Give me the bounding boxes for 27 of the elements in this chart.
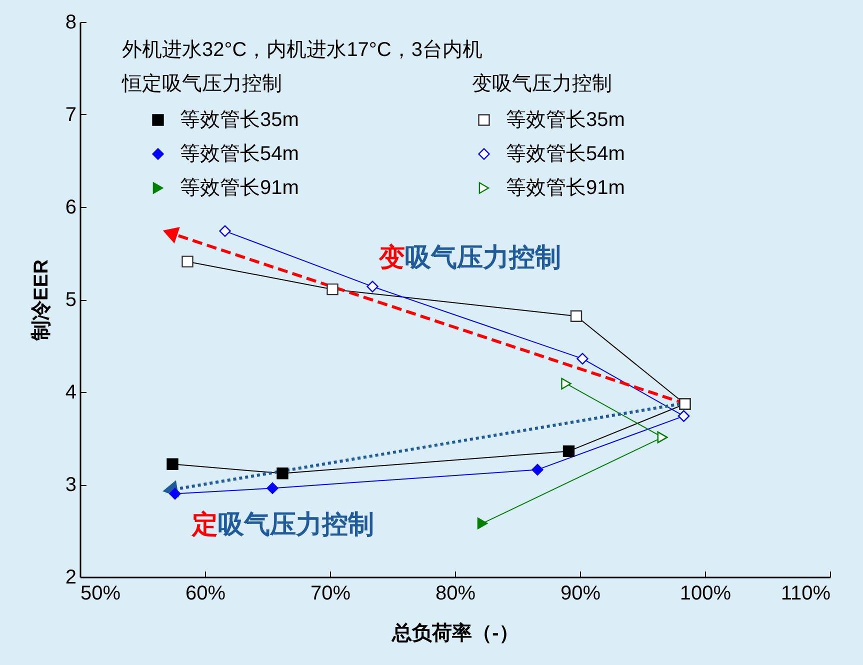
legend-label: 等效管长54m — [180, 143, 299, 165]
annotation: 恒定吸气压力控制 — [121, 73, 282, 95]
y-tick-label: 3 — [65, 474, 76, 496]
annotation: 定吸气压力控制 — [191, 509, 374, 539]
y-tick-label: 6 — [65, 196, 76, 218]
legend-label: 等效管长54m — [506, 143, 625, 165]
legend-label: 等效管长35m — [180, 109, 299, 131]
y-tick-label: 5 — [65, 289, 76, 311]
y-tick-label: 2 — [65, 566, 76, 588]
x-tick-label: 80% — [435, 582, 476, 604]
legend-label: 等效管长91m — [506, 177, 625, 199]
x-tick-label: 110% — [780, 582, 831, 604]
annotation: 变吸气压力控制 — [472, 73, 612, 95]
y-tick-label: 4 — [65, 382, 76, 404]
x-axis-title: 总负荷率（-） — [391, 622, 519, 644]
x-tick-label: 100% — [680, 582, 732, 604]
x-tick-label: 90% — [560, 582, 601, 604]
legend-label: 等效管长91m — [180, 177, 299, 199]
y-axis-title: 制冷EER — [30, 258, 52, 342]
y-tick-label: 8 — [65, 12, 76, 34]
annotation: 变吸气压力控制 — [378, 242, 561, 272]
x-tick-label: 70% — [310, 582, 351, 604]
annotation: 外机进水32°C，内机进水17°C，3台内机 — [122, 39, 482, 61]
y-tick-label: 7 — [65, 104, 76, 126]
x-tick-label: 60% — [185, 582, 226, 604]
legend-label: 等效管长35m — [506, 109, 625, 131]
x-tick-label: 50% — [80, 582, 121, 604]
